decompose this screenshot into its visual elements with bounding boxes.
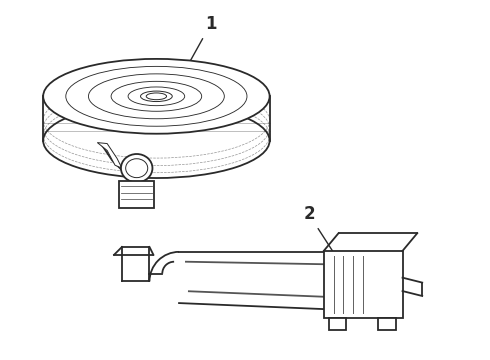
Bar xyxy=(378,318,395,330)
Polygon shape xyxy=(98,143,122,168)
Ellipse shape xyxy=(121,154,152,183)
Text: 1: 1 xyxy=(178,15,216,83)
Ellipse shape xyxy=(146,93,167,100)
Ellipse shape xyxy=(43,103,270,178)
Text: 2: 2 xyxy=(303,206,346,272)
Bar xyxy=(119,181,154,208)
Ellipse shape xyxy=(43,59,270,134)
Bar xyxy=(329,318,346,330)
Bar xyxy=(324,251,402,318)
Ellipse shape xyxy=(141,91,172,102)
